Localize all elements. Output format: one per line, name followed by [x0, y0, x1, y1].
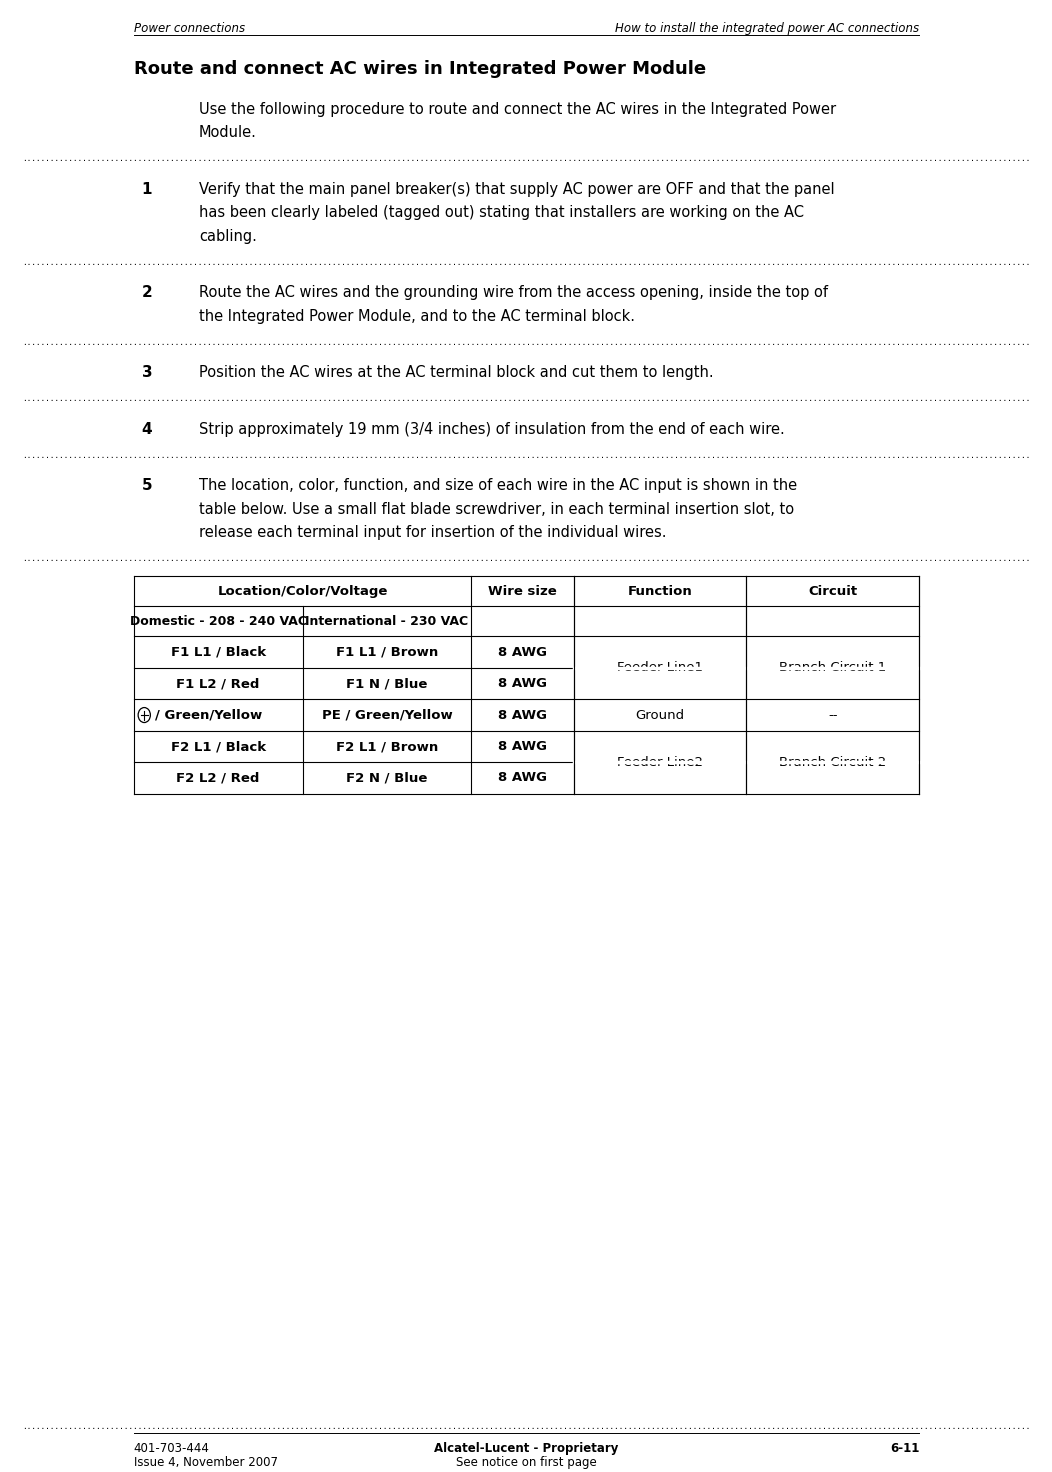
Text: 8 AWG: 8 AWG	[498, 677, 547, 690]
Text: ................................................................................: ........................................…	[22, 337, 1031, 347]
Text: Circuit: Circuit	[808, 584, 857, 598]
Text: F1 L1 / Black: F1 L1 / Black	[170, 646, 266, 658]
Text: ................................................................................: ........................................…	[22, 155, 1031, 163]
Text: See notice on first page: See notice on first page	[456, 1456, 596, 1469]
Text: --: --	[828, 708, 837, 721]
Text: How to install the integrated power AC connections: How to install the integrated power AC c…	[615, 22, 919, 35]
Text: 6-11: 6-11	[890, 1441, 919, 1454]
Text: the Integrated Power Module, and to the AC terminal block.: the Integrated Power Module, and to the …	[199, 309, 635, 324]
Text: F2 N / Blue: F2 N / Blue	[346, 771, 428, 785]
Text: The location, color, function, and size of each wire in the AC input is shown in: The location, color, function, and size …	[199, 478, 797, 493]
Text: has been clearly labeled (tagged out) stating that installers are working on the: has been clearly labeled (tagged out) st…	[199, 205, 804, 221]
Text: International - 230 VAC: International - 230 VAC	[305, 615, 468, 629]
Text: Branch Circuit 2: Branch Circuit 2	[780, 755, 887, 768]
Text: F2 L1 / Black: F2 L1 / Black	[170, 740, 266, 754]
Text: cabling.: cabling.	[199, 228, 257, 244]
Text: 8 AWG: 8 AWG	[498, 771, 547, 785]
Text: Branch Circuit 1: Branch Circuit 1	[780, 661, 887, 674]
Text: Function: Function	[628, 584, 692, 598]
Text: 1: 1	[142, 183, 153, 197]
Text: F2 L1 / Brown: F2 L1 / Brown	[336, 740, 438, 754]
Text: Location/Color/Voltage: Location/Color/Voltage	[218, 584, 388, 598]
Text: F2 L2 / Red: F2 L2 / Red	[177, 771, 260, 785]
Text: table below. Use a small flat blade screwdriver, in each terminal insertion slot: table below. Use a small flat blade scre…	[199, 502, 794, 517]
Text: F1 L1 / Brown: F1 L1 / Brown	[336, 646, 438, 658]
Text: 4: 4	[142, 421, 153, 437]
Text: F1 N / Blue: F1 N / Blue	[346, 677, 428, 690]
Text: ................................................................................: ........................................…	[22, 553, 1031, 562]
Text: release each terminal input for insertion of the individual wires.: release each terminal input for insertio…	[199, 526, 667, 540]
Text: Feeder Line2: Feeder Line2	[616, 755, 703, 768]
Text: Route the AC wires and the grounding wire from the access opening, inside the to: Route the AC wires and the grounding wir…	[199, 286, 828, 300]
Text: Ground: Ground	[635, 708, 685, 721]
Text: ................................................................................: ........................................…	[22, 1422, 1031, 1431]
Text: 2: 2	[142, 286, 153, 300]
Text: 8 AWG: 8 AWG	[498, 740, 547, 754]
Text: Domestic - 208 - 240 VAC: Domestic - 208 - 240 VAC	[129, 615, 306, 629]
Text: Module.: Module.	[199, 125, 257, 140]
Text: ................................................................................: ........................................…	[22, 258, 1031, 266]
Text: Power connections: Power connections	[134, 22, 245, 35]
Text: Feeder Line1: Feeder Line1	[616, 661, 703, 674]
Text: Wire size: Wire size	[488, 584, 557, 598]
Text: F1 L2 / Red: F1 L2 / Red	[177, 677, 260, 690]
Text: ................................................................................: ........................................…	[22, 394, 1031, 403]
Text: Use the following procedure to route and connect the AC wires in the Integrated : Use the following procedure to route and…	[199, 102, 836, 116]
Text: 8 AWG: 8 AWG	[498, 708, 547, 721]
Text: 401-703-444: 401-703-444	[134, 1441, 209, 1454]
Text: 3: 3	[142, 365, 153, 380]
Text: Verify that the main panel breaker(s) that supply AC power are OFF and that the : Verify that the main panel breaker(s) th…	[199, 183, 834, 197]
Text: / Green/Yellow: / Green/Yellow	[156, 708, 263, 721]
Text: Alcatel-Lucent - Proprietary: Alcatel-Lucent - Proprietary	[434, 1441, 619, 1454]
Text: Route and connect AC wires in Integrated Power Module: Route and connect AC wires in Integrated…	[134, 60, 706, 78]
Text: ................................................................................: ........................................…	[22, 450, 1031, 459]
Text: PE / Green/Yellow: PE / Green/Yellow	[322, 708, 452, 721]
Text: 8 AWG: 8 AWG	[498, 646, 547, 658]
Text: Position the AC wires at the AC terminal block and cut them to length.: Position the AC wires at the AC terminal…	[199, 365, 713, 380]
Text: 5: 5	[142, 478, 153, 493]
Text: Issue 4, November 2007: Issue 4, November 2007	[134, 1456, 278, 1469]
Text: Strip approximately 19 mm (3/4 inches) of insulation from the end of each wire.: Strip approximately 19 mm (3/4 inches) o…	[199, 421, 785, 437]
